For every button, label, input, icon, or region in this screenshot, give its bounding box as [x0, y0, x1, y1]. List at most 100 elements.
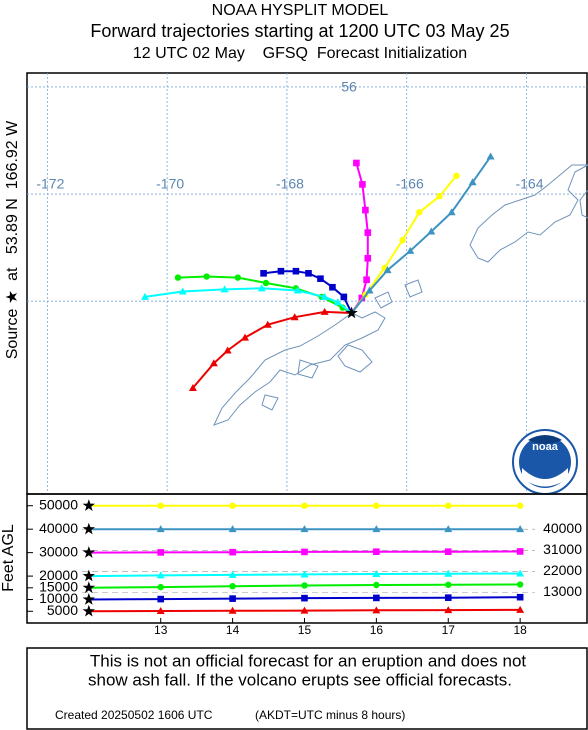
warning-line: show ash fall. If the volcano erupts see…	[88, 670, 512, 689]
marker	[320, 292, 329, 300]
y-tick-label: 15000	[39, 579, 78, 595]
level-label: 22000	[543, 562, 582, 578]
lon-label: -170	[156, 176, 184, 192]
marker	[228, 525, 237, 533]
source-star	[82, 593, 95, 605]
height-frame	[26, 493, 588, 624]
lat-label: 56	[341, 79, 357, 95]
warning-line: This is not an official forecast for an …	[90, 651, 527, 670]
y-tick-label: 10000	[39, 590, 78, 606]
marker	[444, 548, 452, 555]
marker	[178, 287, 187, 295]
source-star	[82, 522, 95, 535]
lon-label: -172	[36, 176, 64, 192]
marker	[260, 270, 267, 277]
marker	[317, 275, 324, 282]
marker	[340, 293, 348, 301]
marker	[293, 286, 302, 294]
x-tick-label: 18	[513, 623, 527, 637]
map-panel: -172 -170 -168 -166 -164 56	[26, 72, 588, 495]
marker	[486, 152, 495, 160]
marker	[174, 274, 182, 281]
trajectory	[192, 310, 352, 389]
marker	[333, 298, 342, 306]
marker	[300, 525, 309, 533]
marker	[300, 570, 309, 578]
marker	[516, 581, 524, 588]
noaa-logo: noaa	[512, 429, 578, 495]
marker	[140, 292, 149, 300]
marker	[228, 606, 237, 614]
marker	[220, 285, 229, 293]
y-tick-label: 30000	[39, 543, 78, 559]
marker	[290, 313, 299, 321]
source-star	[82, 546, 95, 558]
marker	[373, 502, 380, 509]
marker	[229, 548, 236, 556]
marker	[157, 549, 165, 556]
marker	[468, 178, 477, 186]
marker	[301, 582, 308, 589]
marker	[229, 595, 236, 602]
marker	[241, 333, 250, 341]
marker	[209, 359, 218, 367]
lon-label: -168	[276, 176, 304, 192]
marker	[372, 525, 381, 533]
marker	[262, 279, 270, 287]
marker	[516, 548, 524, 555]
marker	[373, 581, 380, 589]
coastlines	[213, 164, 588, 426]
marker	[447, 208, 456, 216]
marker	[305, 270, 312, 277]
trajectory	[350, 156, 492, 314]
marker	[427, 227, 436, 235]
marker	[445, 581, 452, 588]
level-label: 31000	[543, 541, 582, 557]
subtitle: Forward trajectories starting at 1200 UT…	[90, 21, 509, 41]
marker	[188, 383, 197, 391]
marker	[444, 569, 453, 577]
marker	[359, 181, 366, 188]
marker	[228, 570, 237, 578]
marker	[516, 502, 524, 509]
logo-top	[528, 435, 562, 444]
timezone-note: (AKDT=UTC minus 8 hours)	[255, 708, 405, 722]
source-star	[345, 306, 358, 319]
marker	[365, 286, 374, 294]
marker	[157, 595, 165, 603]
title: NOAA HYSPLIT MODEL	[212, 2, 389, 19]
marker	[399, 236, 406, 244]
init-line: 12 UTC 02 May GFSQ Forecast Initializati…	[133, 45, 467, 62]
marker	[229, 502, 236, 509]
marker	[372, 569, 381, 577]
marker	[156, 525, 165, 533]
lon-label: -164	[515, 176, 543, 192]
source-star	[82, 499, 95, 511]
coastline	[374, 291, 393, 309]
marker	[444, 525, 453, 533]
marker	[444, 606, 453, 614]
marker	[364, 229, 372, 236]
marker	[364, 255, 372, 262]
map-frame	[26, 72, 588, 495]
marker	[516, 569, 525, 577]
y-tick-label: 5000	[47, 602, 78, 618]
marker	[516, 605, 525, 613]
source-star	[82, 604, 95, 617]
x-tick-label: 17	[442, 623, 456, 637]
marker	[156, 571, 165, 579]
marker	[373, 548, 380, 555]
marker	[257, 284, 266, 292]
marker	[203, 273, 210, 280]
marker	[234, 274, 242, 281]
marker	[372, 606, 381, 614]
x-tick-label: 13	[154, 623, 168, 637]
marker	[157, 583, 164, 591]
marker	[373, 594, 380, 602]
source-star	[82, 581, 95, 594]
marker	[156, 607, 165, 615]
y-axis-label: Feet AGL	[0, 524, 17, 592]
marker	[300, 606, 309, 614]
marker	[353, 159, 360, 167]
